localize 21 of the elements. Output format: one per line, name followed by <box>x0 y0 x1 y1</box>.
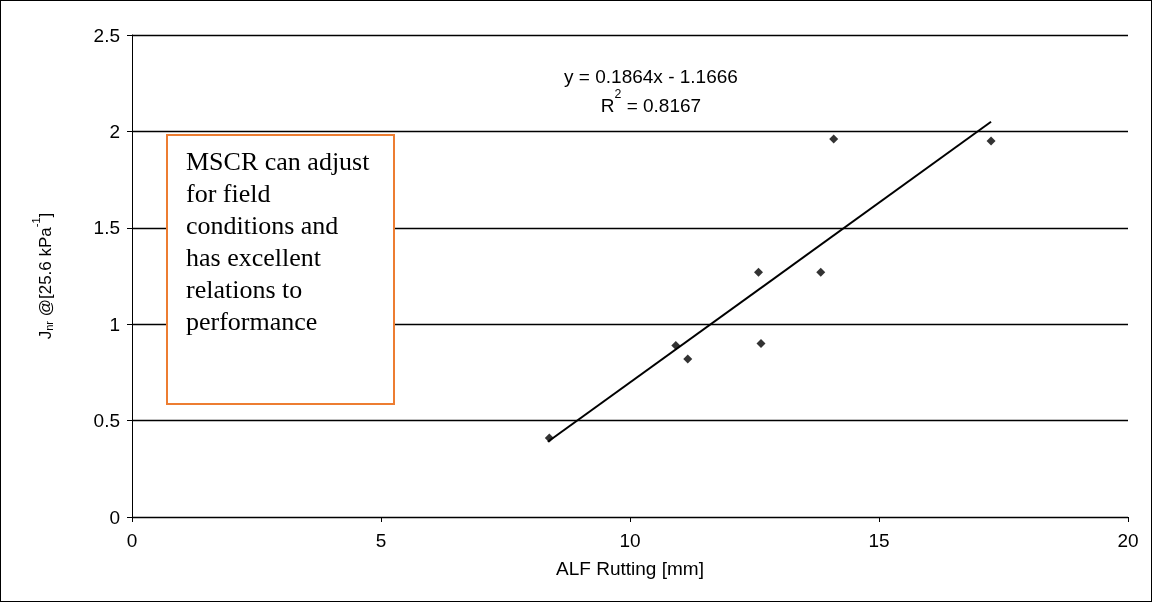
x-tick-label: 5 <box>375 530 387 551</box>
annotation: y = 0.1864x - 1.1666 <box>564 65 738 87</box>
text-box: MSCR can adjust for field conditions and has excellent relations to performance <box>166 134 395 405</box>
point <box>753 267 763 277</box>
y-tick-label: 0 <box>109 506 120 528</box>
y-tick-label: 2 <box>109 120 120 142</box>
x-tick-label: 10 <box>619 530 641 551</box>
x-tick-label: 20 <box>1117 530 1139 551</box>
point <box>829 134 839 144</box>
y-tick-label: 0.5 <box>93 410 120 432</box>
point <box>683 354 693 364</box>
y-axis-title: Jnr @[25.6 kPa-1] <box>29 212 55 340</box>
x-tick-label: 0 <box>126 530 138 551</box>
y-tick-label: 1.5 <box>93 217 120 239</box>
point <box>756 338 766 348</box>
point <box>986 136 996 146</box>
y-tick-label: 1 <box>109 313 120 335</box>
x-axis-title: ALF Rutting [mm] <box>556 558 704 579</box>
point <box>816 267 826 277</box>
y-tick-label: 2.5 <box>93 24 120 46</box>
x-tick-label: 15 <box>868 530 890 551</box>
